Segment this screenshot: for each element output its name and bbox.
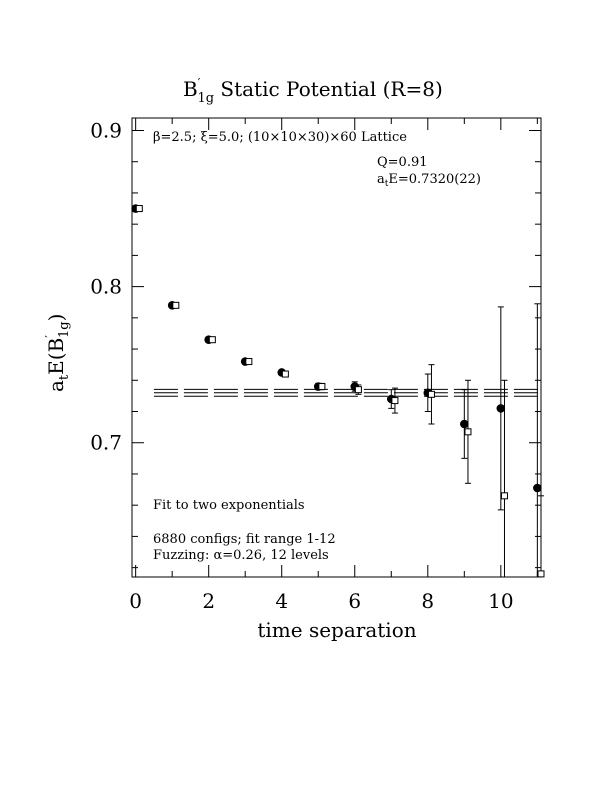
x-tick-label: 2 xyxy=(202,589,215,613)
plot-area xyxy=(131,117,542,578)
data-point-square xyxy=(464,428,472,436)
q-annotation: Q=0.91 xyxy=(377,155,428,170)
configs-annotation: 6880 configs; fit range 1-12 xyxy=(153,532,336,547)
x-tick-label: 8 xyxy=(421,589,434,613)
data-point-square xyxy=(281,370,289,378)
plot-frame xyxy=(131,117,542,578)
x-tick-label: 10 xyxy=(488,589,513,613)
energy-annotation: atE=0.7320(22) xyxy=(377,172,481,189)
x-tick-label: 0 xyxy=(129,589,142,613)
y-tick-label: 0.8 xyxy=(90,275,122,299)
data-point-circle xyxy=(533,483,542,493)
data-point-square xyxy=(500,492,508,500)
data-point-square xyxy=(208,336,216,344)
y-axis-label: atE(B′1g) xyxy=(43,314,72,392)
x-tick-label: 4 xyxy=(275,589,288,613)
data-point-square xyxy=(135,205,143,213)
axis-ticks: 0 2 4 6 8 10 0.7 0.8 0.9 xyxy=(90,118,541,613)
data-point-square xyxy=(537,570,545,578)
data-point-square xyxy=(318,383,326,391)
data-point-square xyxy=(172,301,180,309)
fit-band xyxy=(153,388,541,397)
data-point-circle xyxy=(460,419,469,429)
data-point-square xyxy=(391,397,399,405)
data-points xyxy=(131,204,545,578)
fit-annotation: Fit to two exponentials xyxy=(153,498,305,513)
fuzzing-annotation: Fuzzing: α=0.26, 12 levels xyxy=(153,548,329,563)
x-tick-label: 6 xyxy=(348,589,361,613)
data-point-square xyxy=(245,358,253,366)
x-axis-label: time separation xyxy=(257,618,416,642)
data-point-square xyxy=(354,386,362,394)
data-point-circle xyxy=(496,404,506,413)
chart-title: B′ 1g Static Potential (R=8) xyxy=(183,76,443,106)
data-point-square xyxy=(427,390,435,398)
lattice-annotation: β=2.5; ξ=5.0; (10×10×30)×60 Lattice xyxy=(153,130,407,145)
y-tick-label: 0.7 xyxy=(90,431,122,455)
y-tick-label: 0.9 xyxy=(90,118,122,142)
